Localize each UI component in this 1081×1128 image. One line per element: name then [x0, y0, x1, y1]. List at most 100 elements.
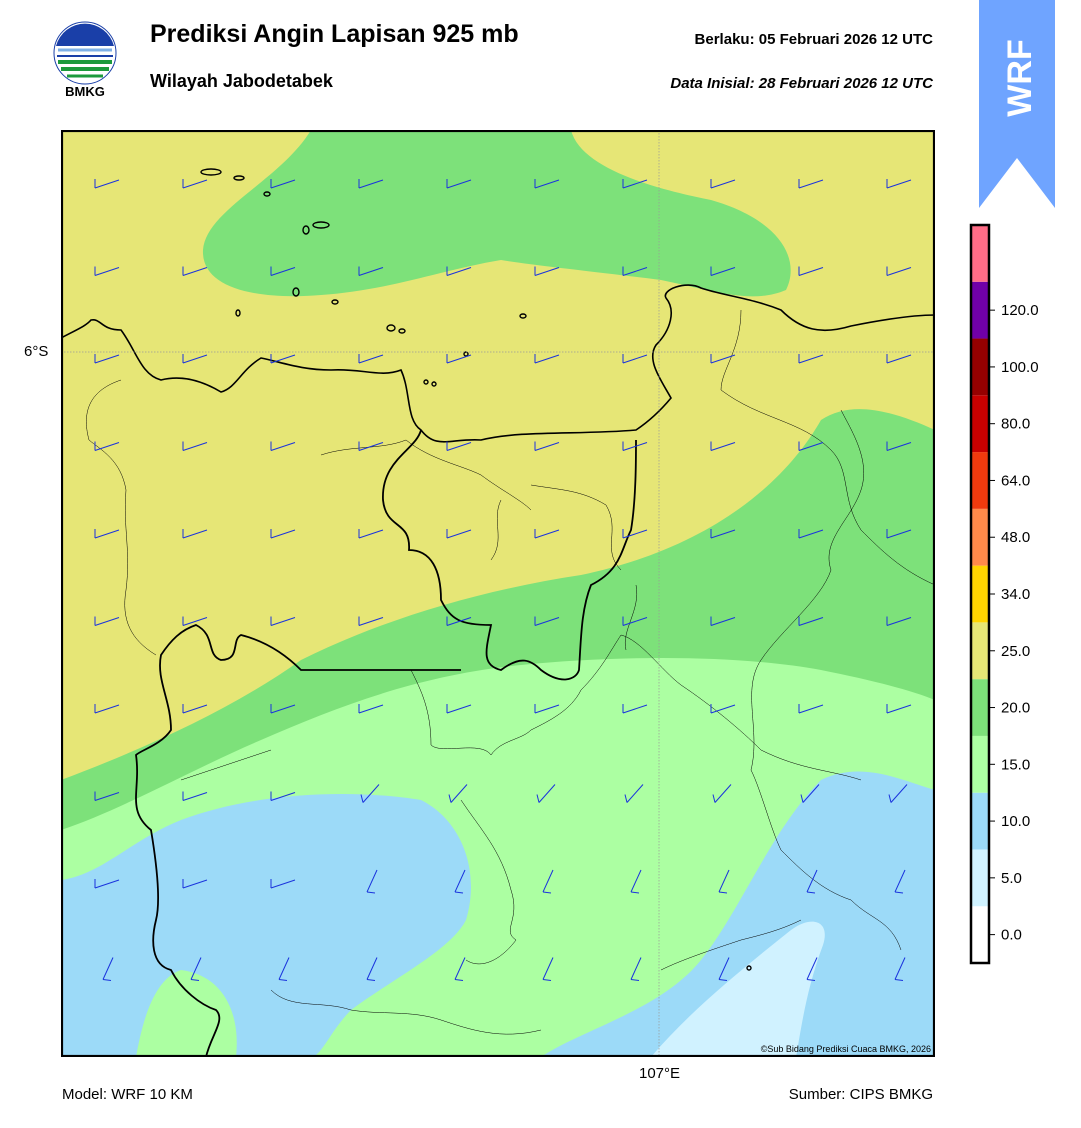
wind-barb: [622, 529, 648, 539]
wind-barb: [446, 616, 472, 626]
wind-barb: [534, 354, 560, 364]
wind-barb: [446, 704, 472, 714]
colorbar-segment: [971, 281, 989, 339]
wind-barb: [358, 529, 384, 539]
wind-barb: [182, 791, 208, 801]
colorbar-segment: [971, 452, 989, 509]
wind-barb: [710, 529, 736, 539]
wind-barb: [886, 354, 912, 364]
wind-barb: [624, 784, 644, 803]
wind-barb: [534, 179, 560, 189]
wind-barb: [182, 704, 208, 714]
wind-barb: [94, 441, 120, 451]
colorbar-label: 34.0: [1001, 586, 1030, 603]
wind-barb: [534, 441, 560, 451]
wind-barb: [542, 957, 554, 981]
wind-barb: [454, 869, 466, 894]
model-label: Model: WRF 10 KM: [62, 1086, 193, 1103]
colorbar-segment: [971, 679, 989, 736]
field-0-5: [651, 921, 825, 1057]
colorbar-label: 80.0: [1001, 416, 1030, 433]
colorbar-label: 100.0: [1001, 359, 1039, 376]
wind-barb: [622, 266, 648, 276]
colorbar-segment: [971, 849, 989, 907]
colorbar-label: 25.0: [1001, 643, 1030, 660]
banten-boundary: [135, 624, 461, 1057]
wind-barb: [534, 616, 560, 626]
wind-barb: [270, 616, 296, 626]
page-title: Prediksi Angin Lapisan 925 mb: [150, 20, 519, 48]
wind-barb: [446, 266, 472, 276]
wind-barb: [182, 354, 208, 364]
wrf-badge-text: WRF: [1001, 39, 1039, 116]
wind-barb: [358, 179, 384, 189]
colorbar-segment: [971, 508, 989, 566]
wind-barb: [718, 957, 730, 981]
wind-barb: [622, 704, 648, 714]
wind-barb: [536, 784, 556, 803]
wind-barb: [446, 179, 472, 189]
wind-barb: [454, 957, 466, 981]
colorbar-label: 20.0: [1001, 700, 1030, 717]
wind-barb: [710, 704, 736, 714]
map-frame: [60, 129, 936, 1058]
wind-barb: [358, 616, 384, 626]
wind-barb: [800, 784, 820, 803]
wind-barb: [886, 704, 912, 714]
wind-barb: [886, 266, 912, 276]
wind-barb: [448, 784, 468, 803]
colorbar-segment: [971, 565, 989, 623]
wind-barb: [358, 441, 384, 451]
wind-barb: [806, 869, 818, 894]
wind-barb: [710, 441, 736, 451]
wind-barb: [182, 441, 208, 451]
wind-barb: [366, 957, 378, 981]
wind-barb: [894, 869, 906, 894]
wind-barb: [270, 791, 296, 801]
colorbar-segment: [971, 792, 989, 850]
wind-barb: [94, 704, 120, 714]
colorbar-label: 10.0: [1001, 813, 1030, 830]
wind-barb: [798, 616, 824, 626]
province-boundary: [382, 429, 637, 681]
colorbar-segment: [971, 906, 989, 963]
wind-barb: [366, 869, 378, 894]
wind-barb: [182, 179, 208, 189]
wind-barb: [94, 179, 120, 189]
wind-barb: [710, 266, 736, 276]
wind-barb: [278, 957, 290, 981]
wind-barb: [542, 869, 554, 894]
wind-barb: [798, 529, 824, 539]
colorbar-label: 48.0: [1001, 529, 1030, 546]
wind-barb: [886, 529, 912, 539]
thousand-islands: [200, 168, 752, 971]
wind-barb: [446, 354, 472, 364]
wind-barb: [94, 616, 120, 626]
wind-barb: [94, 266, 120, 276]
field-5-10-east: [541, 771, 935, 1057]
wind-barbs: [94, 179, 912, 981]
colorbar-label: 120.0: [1001, 302, 1039, 319]
colorbar-label: 5.0: [1001, 870, 1022, 887]
field-5-10-west: [61, 794, 471, 1057]
wind-barb: [886, 441, 912, 451]
bmkg-logo-icon: [52, 20, 118, 100]
colorbar-segment: [971, 622, 989, 680]
wind-barb: [358, 354, 384, 364]
wind-barb: [534, 266, 560, 276]
wind-barb: [94, 879, 120, 889]
wind-barb: [894, 957, 906, 981]
colorbar-label: 15.0: [1001, 756, 1030, 773]
wind-barb: [710, 616, 736, 626]
wind-barb: [360, 784, 380, 803]
colorbar-label: 64.0: [1001, 472, 1030, 489]
valid-time: Berlaku: 05 Februari 2026 12 UTC: [694, 31, 933, 48]
field-15-20-north: [202, 130, 791, 297]
wrf-badge: WRF: [979, 0, 1055, 210]
colorbar-segment: [971, 338, 989, 396]
wind-barb: [712, 784, 732, 803]
wind-barb: [182, 616, 208, 626]
page-subtitle: Wilayah Jabodetabek: [150, 71, 333, 91]
logo-text: BMKG: [65, 84, 105, 99]
wind-barb: [270, 529, 296, 539]
